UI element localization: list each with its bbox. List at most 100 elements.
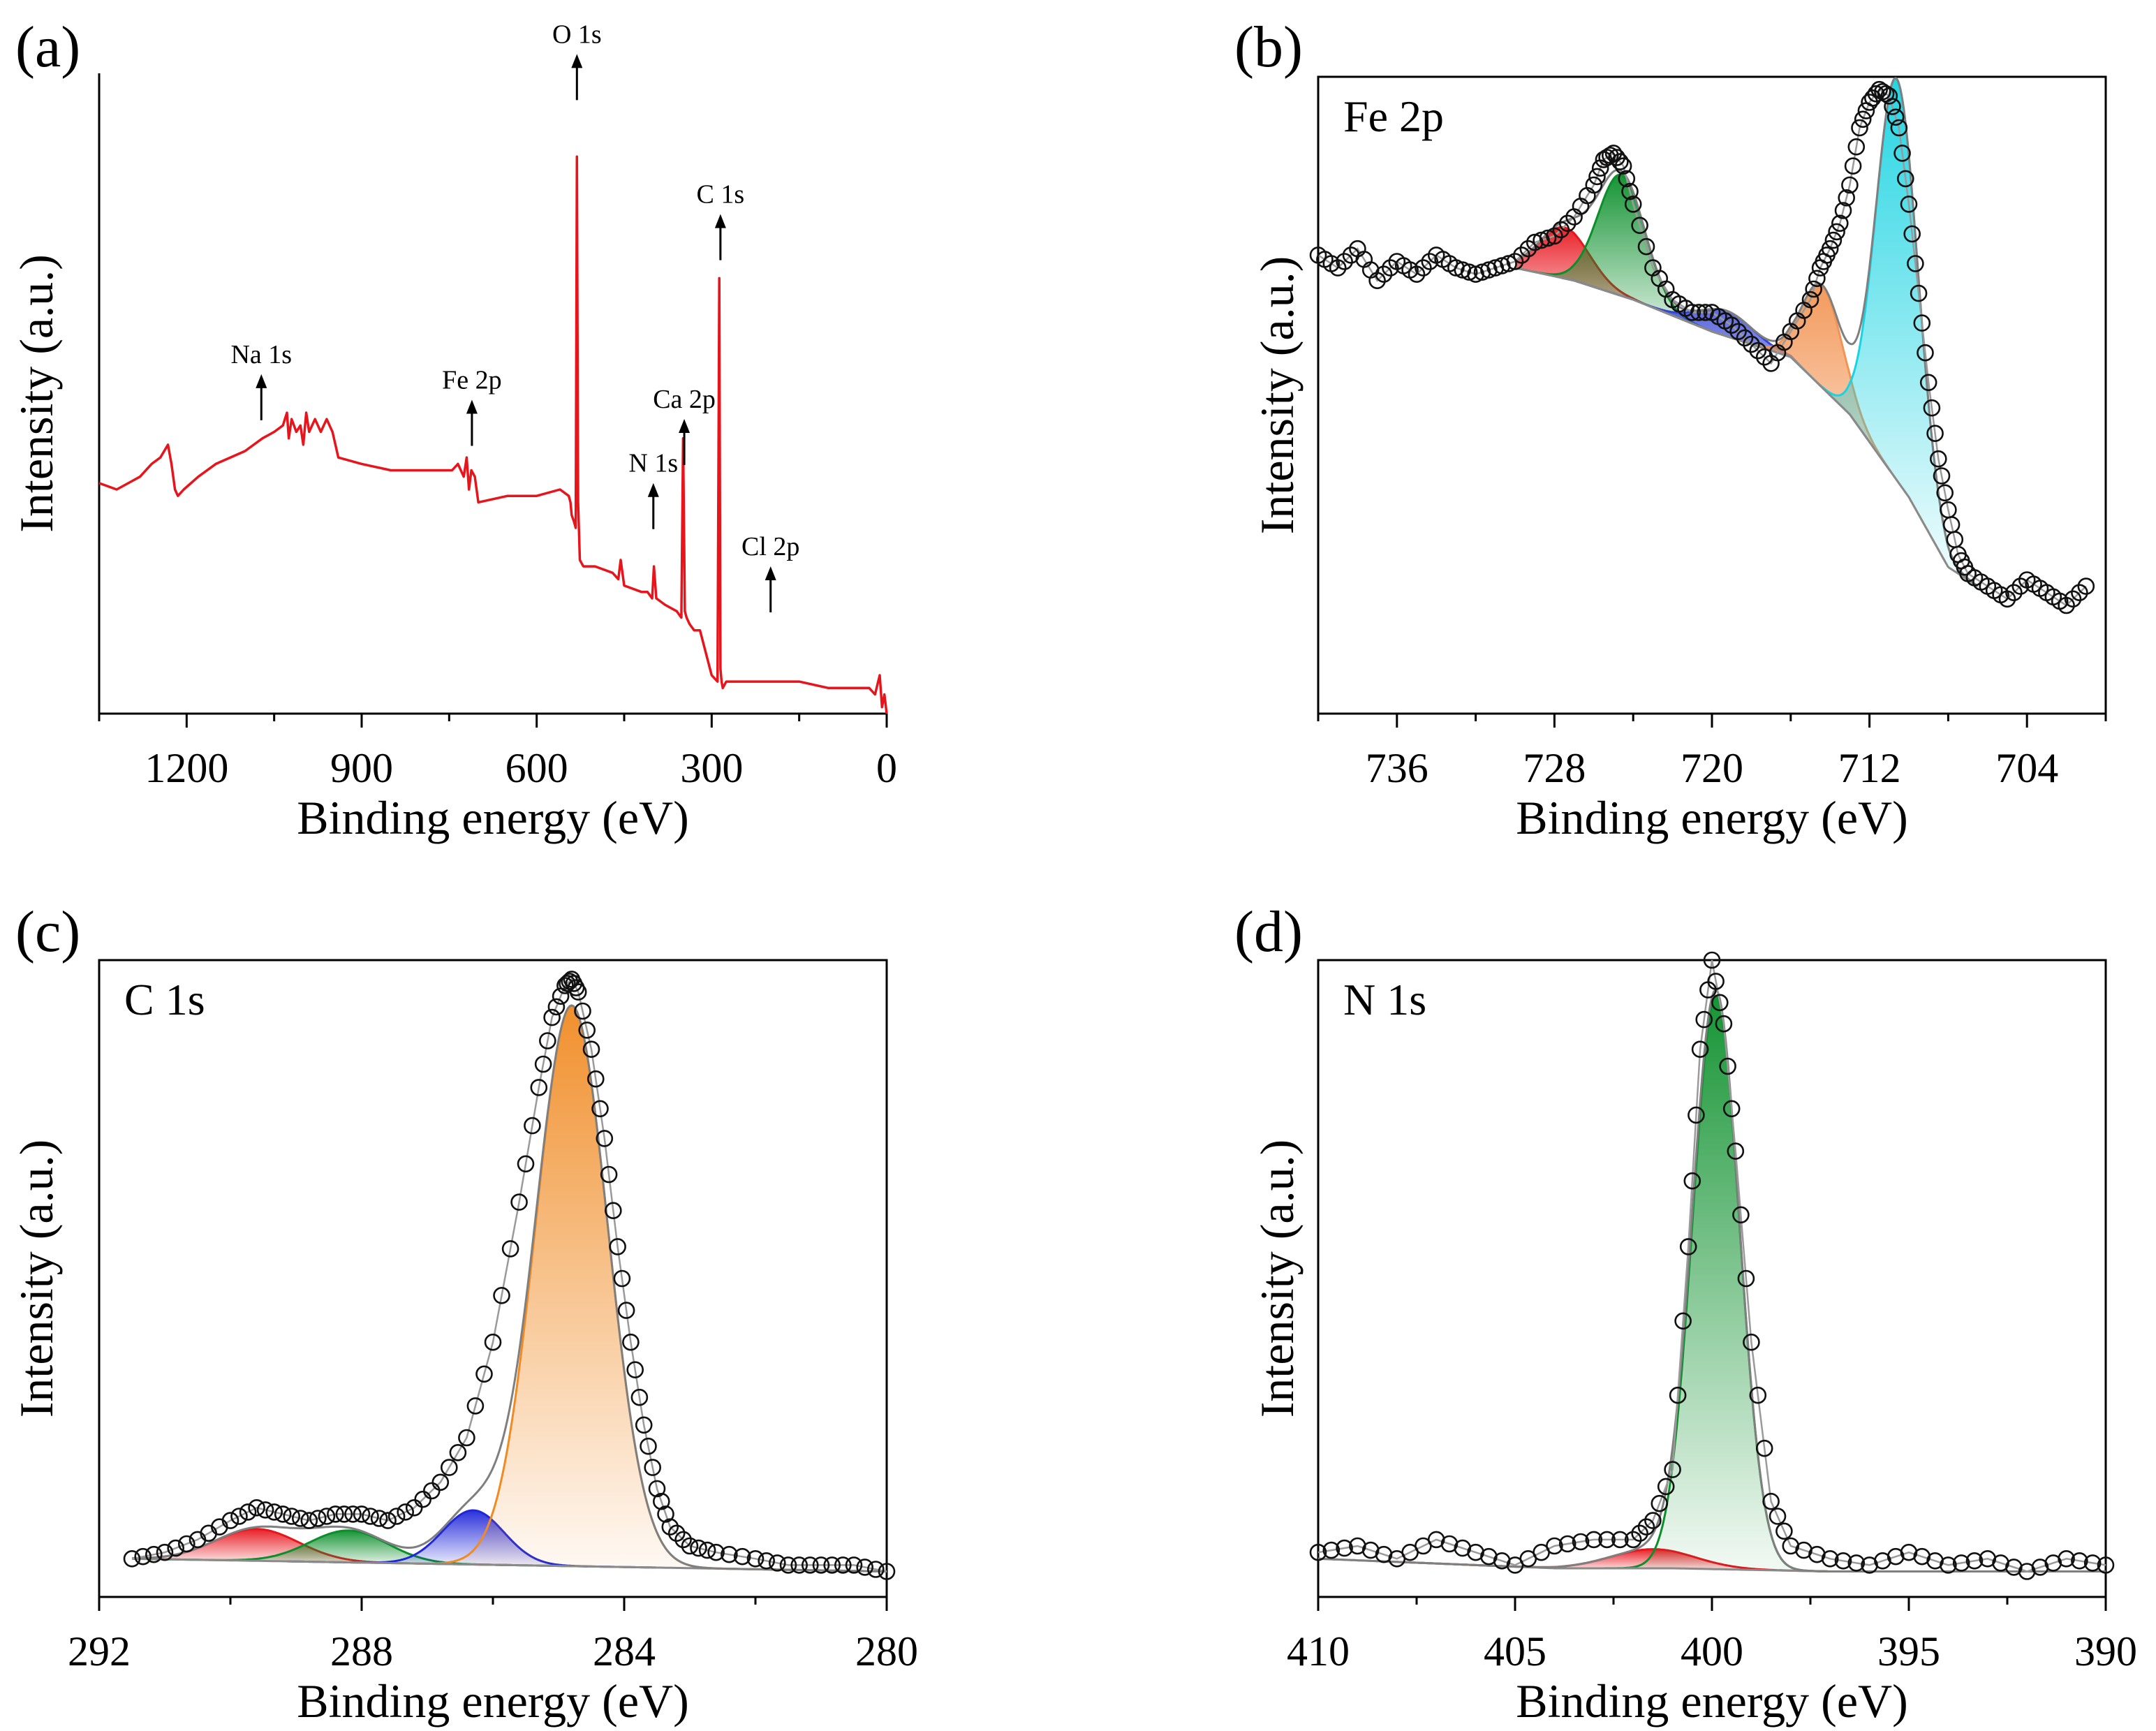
data-point (1841, 176, 1859, 194)
data-point (1608, 149, 1625, 166)
data-point (1769, 1508, 1787, 1525)
data-point (1729, 323, 1747, 341)
data-point (1546, 227, 1563, 245)
component-fill (1769, 78, 1978, 587)
data-point (1618, 170, 1636, 188)
data-point (1336, 1539, 1353, 1557)
background-baseline (1514, 267, 1979, 587)
data-point (1624, 1531, 1642, 1549)
survey-spectrum-line (98, 155, 888, 714)
data-point (1831, 214, 1849, 233)
data-point (1821, 1550, 1839, 1568)
data-point (1602, 147, 1619, 164)
data-point (1500, 255, 1517, 272)
data-point (1851, 119, 1868, 137)
data-point (1847, 1554, 1866, 1572)
data-point (1336, 253, 1353, 270)
data-point (2011, 577, 2030, 595)
data-point (274, 1505, 292, 1523)
data-point (327, 1505, 344, 1523)
x-axis-title: Binding energy (eV) (1516, 1674, 1908, 1728)
data-point (769, 1554, 786, 1572)
data-point (878, 1563, 896, 1580)
data-point (1897, 170, 1914, 188)
envelope-fit-line (132, 1004, 887, 1572)
data-point (1844, 157, 1862, 175)
data-point (2097, 1556, 2115, 1574)
component-fill (1699, 283, 1945, 562)
data-point (256, 1501, 274, 1519)
data-point (635, 1416, 653, 1434)
data-point (1722, 1100, 1741, 1118)
data-point (1930, 450, 1947, 468)
data-point (746, 1550, 765, 1568)
x-tick-label: 280 (855, 1628, 918, 1674)
x-tick-label: 284 (593, 1628, 656, 1674)
data-point (1624, 196, 1642, 213)
data-point (582, 1040, 600, 1058)
component-fill (286, 1510, 661, 1568)
data-point (1923, 399, 1941, 417)
data-point (431, 1473, 450, 1491)
data-point (867, 1561, 885, 1578)
data-point (547, 998, 566, 1016)
data-point (1637, 237, 1655, 256)
x-tick-label: 405 (1484, 1628, 1546, 1674)
data-point (600, 1165, 618, 1184)
data-point (318, 1508, 336, 1525)
data-point (534, 1055, 552, 1073)
component-fill (350, 1006, 794, 1570)
data-point (1893, 145, 1911, 162)
data-point (644, 1459, 662, 1476)
data-point (1513, 246, 1530, 264)
peak-annotation-label: Cl 2p (741, 532, 799, 561)
data-point (1558, 1535, 1577, 1553)
data-point (2064, 590, 2082, 608)
data-point (1727, 1142, 1745, 1160)
data-point (1998, 590, 2016, 608)
data-point (630, 1388, 649, 1406)
data-point (1743, 1333, 1760, 1351)
data-point (1506, 253, 1524, 270)
panel-label: (a) (15, 15, 80, 80)
data-point (1890, 119, 1908, 137)
data-point (1926, 425, 1944, 443)
data-point (856, 1559, 873, 1576)
data-point (1867, 85, 1885, 103)
envelope-fit-line (1514, 77, 1979, 587)
data-point (1572, 1533, 1590, 1551)
component-fill (132, 1529, 513, 1566)
data-point (578, 1022, 596, 1039)
data-point (609, 1238, 626, 1255)
data-point (1604, 145, 1623, 162)
data-point (239, 1503, 257, 1521)
data-point (1611, 1531, 1629, 1549)
x-tick-label: 395 (1877, 1628, 1940, 1674)
data-point (1546, 1537, 1563, 1555)
data-point (779, 1556, 797, 1574)
data-point (370, 1510, 388, 1527)
raw-data-line (1317, 88, 2087, 607)
data-point (823, 1556, 841, 1574)
data-point (1854, 110, 1872, 128)
data-point (344, 1505, 362, 1523)
data-point (1907, 255, 1924, 272)
data-point (1805, 280, 1822, 298)
data-point (574, 1002, 591, 1020)
peak-annotation-label: O 1s (552, 20, 602, 49)
x-tick-label: 712 (1838, 745, 1901, 791)
data-point (1519, 240, 1537, 258)
data-point (617, 1302, 635, 1319)
data-point (604, 1202, 622, 1219)
data-point (1834, 1552, 1852, 1570)
data-point (1695, 1010, 1713, 1029)
data-point (291, 1510, 309, 1527)
data-point (698, 1541, 716, 1559)
raw-data-line (1317, 959, 2106, 1572)
data-point (475, 1365, 493, 1383)
data-point (1952, 1554, 1970, 1572)
data-point (1539, 229, 1557, 247)
data-point (790, 1556, 808, 1574)
data-point (1691, 1040, 1709, 1058)
